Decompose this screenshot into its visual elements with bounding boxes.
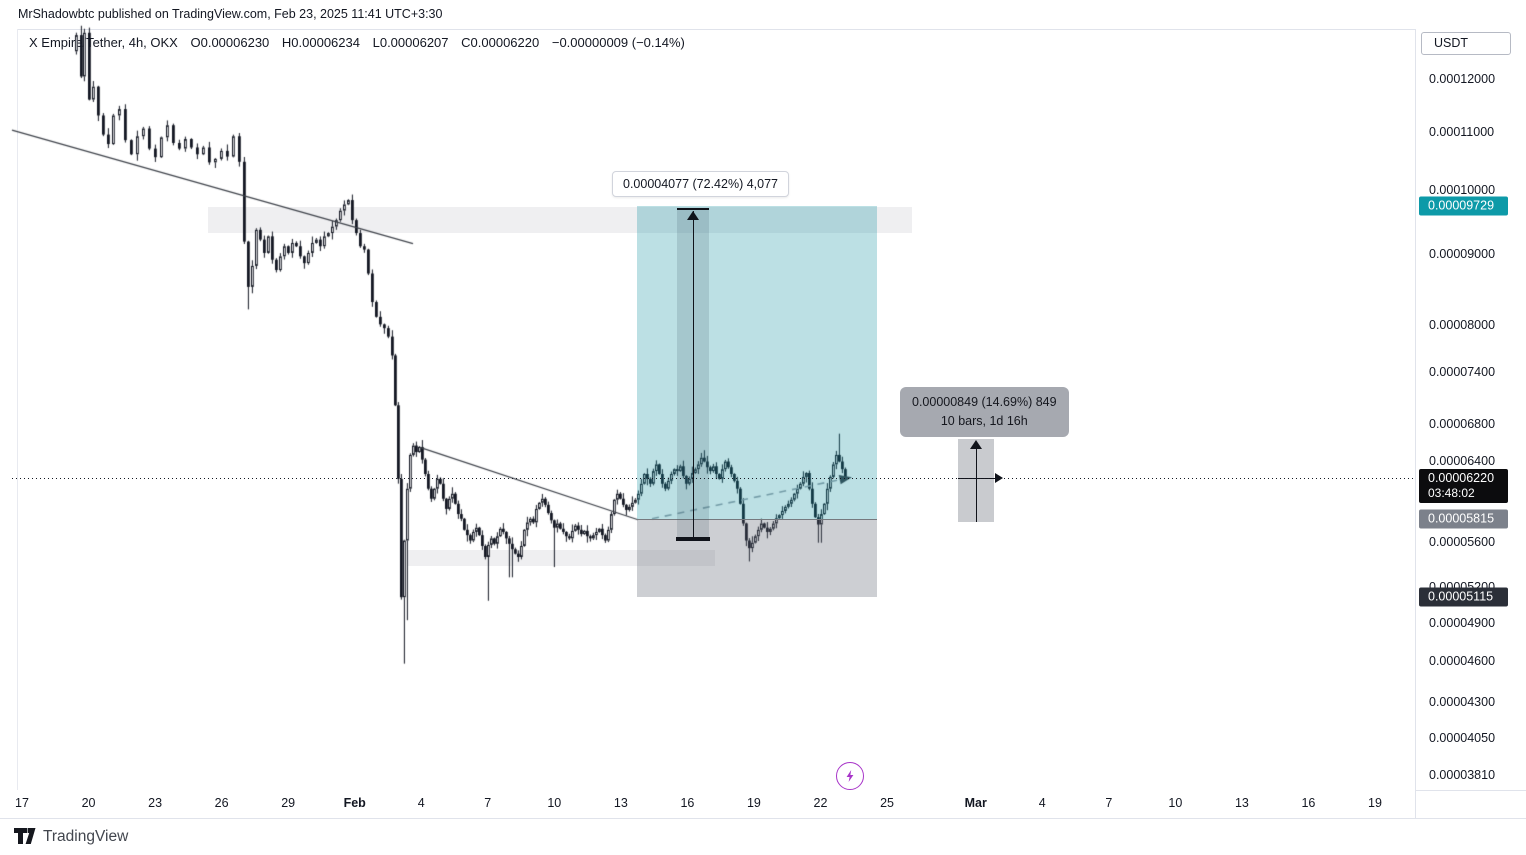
tradingview-mark-icon [14, 828, 36, 844]
time-tick: 16 [680, 796, 695, 810]
price-tick: 0.00006800 [1429, 416, 1496, 431]
time-tick: Mar [964, 796, 987, 810]
currency-usdt-button[interactable]: USDT [1421, 32, 1511, 55]
price-tick: 0.00005600 [1429, 534, 1496, 549]
axis-separator-vertical [1415, 29, 1416, 819]
price-tick: 0.00009000 [1429, 246, 1496, 261]
measure-tooltip-line1: 0.00000849 (14.69%) 849 [912, 395, 1057, 409]
time-tick: Feb [343, 796, 366, 810]
measure-up-arrow-icon [970, 440, 982, 450]
price-tick: 0.00004900 [1429, 615, 1496, 630]
candlestick-chart[interactable] [0, 0, 1415, 790]
lightning-bolt-icon [846, 770, 854, 782]
price-tick: 0.00006400 [1429, 453, 1496, 468]
time-tick: 20 [81, 796, 96, 810]
time-tick: 17 [15, 796, 29, 810]
tradingview-logo[interactable]: TradingView [14, 827, 128, 846]
price-tick: 0.00004050 [1429, 731, 1496, 746]
price-tick: 0.00010000 [1429, 182, 1496, 197]
time-tick: 19 [1368, 796, 1382, 810]
long-position-entry-line[interactable] [637, 518, 877, 520]
time-tick: 13 [1234, 796, 1249, 810]
current-price-dotted-line [12, 478, 1414, 479]
stop-price-tag: 0.00005115 [1419, 587, 1508, 607]
price-range-bottom-bar[interactable] [676, 537, 710, 542]
price-tick: 0.00011000 [1429, 124, 1495, 139]
price-tick: 0.00012000 [1429, 72, 1496, 86]
time-tick: 29 [281, 796, 296, 810]
entry-price-tag: 0.00005815 [1419, 509, 1508, 529]
measure-tooltip-line2: 10 bars, 1d 16h [940, 414, 1028, 428]
measure-right-arrow-icon [995, 472, 1003, 483]
frame-bottom-line [0, 818, 1526, 819]
time-axis[interactable]: 17 20 23 26 29 Feb 4 7 10 13 16 19 22 25 Mar 4 7 10 13 16 19 [0, 790, 1415, 818]
target-price-tag: 0.00009729 [1419, 196, 1508, 216]
price-tick: 0.00003810 [1429, 768, 1496, 783]
price-tick: 0.00007400 [1429, 365, 1496, 380]
time-tick: 16 [1301, 796, 1316, 810]
time-tick: 10 [1168, 796, 1183, 810]
price-range-label[interactable]: 0.00004077 (72.42%) 4,077 [612, 171, 789, 197]
long-position-profit-zone[interactable] [637, 206, 877, 519]
current-price-tag: 0.00006220 03:48:02 [1419, 468, 1508, 503]
measure-tooltip[interactable]: 0.00000849 (14.69%) 849 10 bars, 1d 16h [900, 387, 1069, 437]
measure-tool-vline[interactable] [976, 448, 977, 523]
price-range-up-arrow-icon [687, 211, 699, 221]
price-range-top-bar[interactable] [677, 208, 709, 211]
price-tick: 0.00004300 [1429, 694, 1496, 709]
lightning-button[interactable] [836, 762, 864, 790]
time-tick: 22 [813, 796, 828, 810]
price-axis[interactable]: USDT 0.00012000 0.00011000 0.00010000 0.000… [1416, 29, 1526, 790]
tradingview-logo-text: TradingView [43, 827, 129, 845]
price-range-tool-line[interactable] [693, 211, 694, 540]
time-tick: 19 [746, 796, 761, 810]
time-tick: 25 [880, 796, 894, 810]
price-tick: 0.00008000 [1429, 318, 1496, 333]
price-tick: 0.00004600 [1429, 654, 1496, 669]
time-tick: 10 [547, 796, 562, 810]
time-tick: 4 [1038, 796, 1046, 810]
time-tick: 26 [214, 796, 229, 810]
time-tick: 23 [148, 796, 163, 810]
time-tick: 7 [484, 796, 492, 810]
long-position-loss-zone[interactable] [637, 518, 877, 597]
time-tick: 13 [613, 796, 628, 810]
time-tick: 4 [417, 796, 425, 810]
time-tick: 7 [1105, 796, 1113, 810]
